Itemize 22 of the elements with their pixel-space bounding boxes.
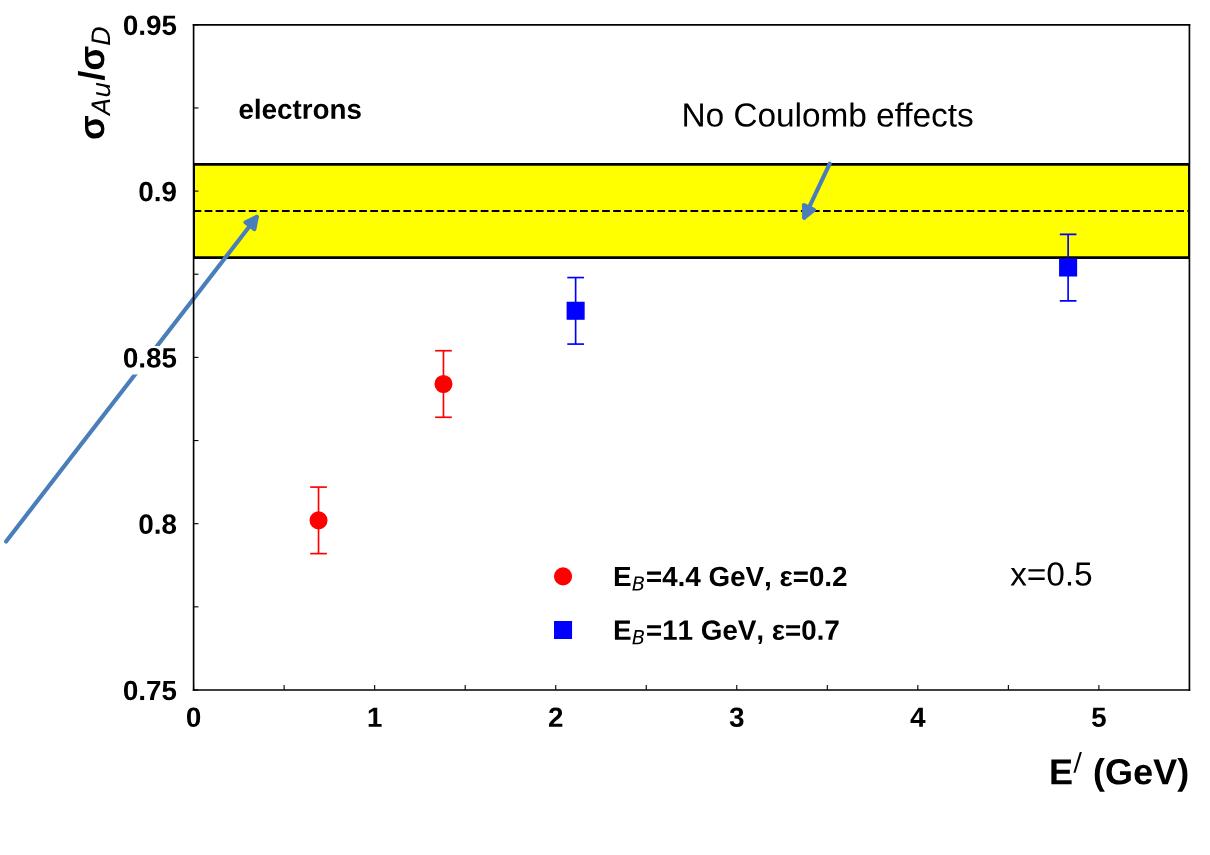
y-axis-title: σ$_{Au}$/σ$_{D}$ [77,27,111,139]
y-tick-label: 0.9 [139,181,176,202]
point [309,511,328,530]
x-axis-title: E$^{/}$ (GeV) [1051,751,1188,792]
x-tick-label: 3 [729,707,744,728]
x-tick-label: 2 [548,707,563,727]
y-tick-label: 0.8 [139,514,177,535]
x-tick-label: 4 [910,707,926,727]
x-tick-label: 0 [186,707,201,728]
y-tick-label: 0.95 [123,15,177,36]
annotation: x=0.5 [1010,562,1092,586]
annotation: No Coulomb effects [684,102,973,127]
y-tick-label: 0.75 [123,680,177,701]
legend-label: E$_{B}$=11 GeV, ε=0.7 [614,620,839,645]
x-tick-label: 1 [368,707,382,727]
legend-label: E$_{B}$=4.4 GeV, ε=0.2 [614,566,847,591]
point [434,374,453,394]
annotation: electrons [239,98,361,120]
y-tick-label: 0.85 [123,348,177,368]
point [1059,258,1078,277]
x-tick-label: 5 [1092,707,1106,728]
point [566,301,585,320]
